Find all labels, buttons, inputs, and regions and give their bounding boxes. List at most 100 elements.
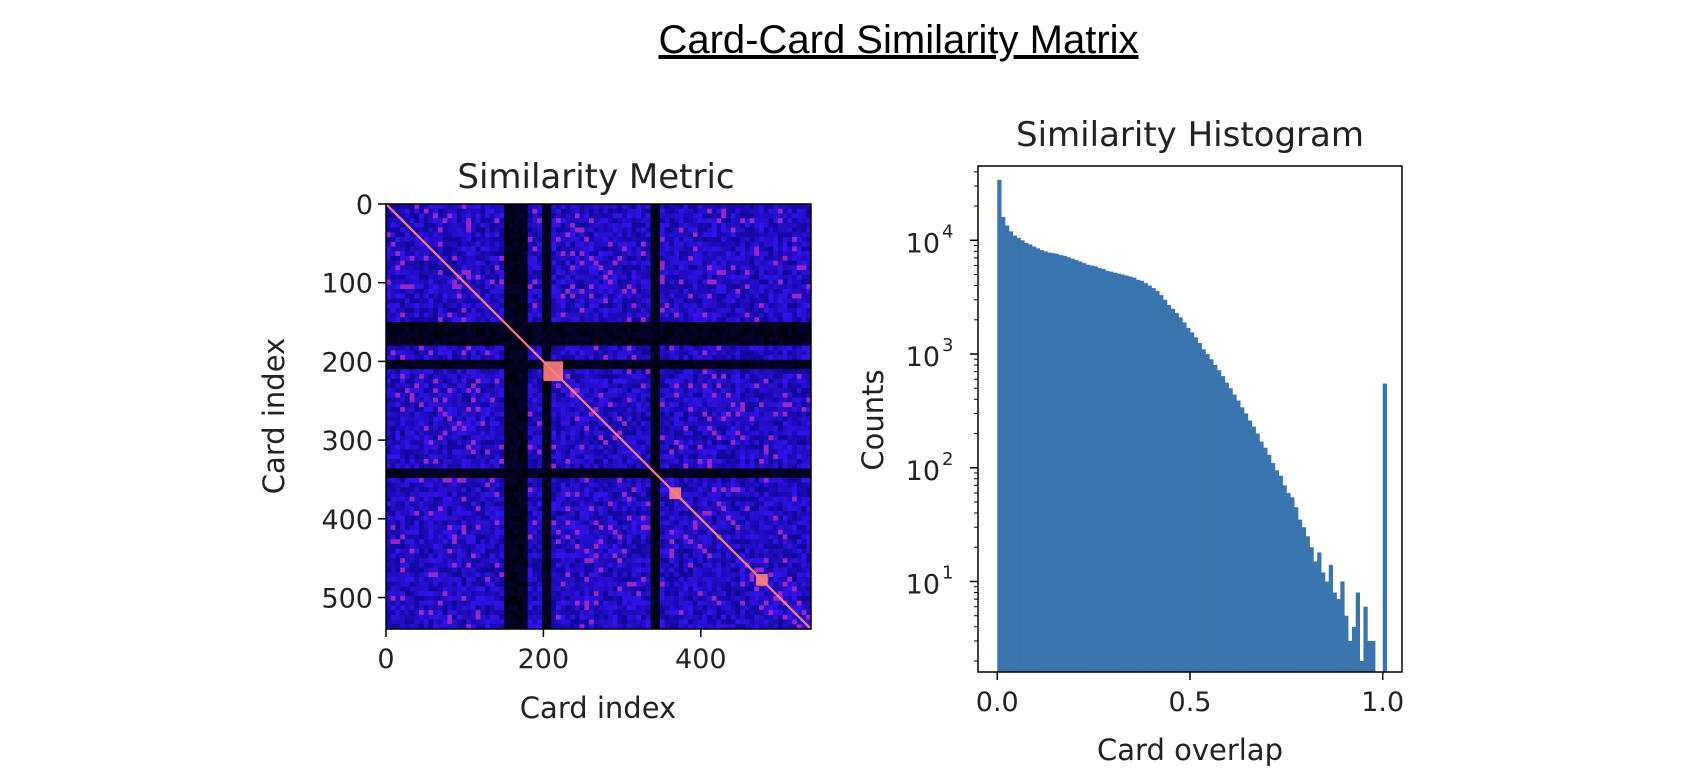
heatmap-cell bbox=[532, 322, 538, 328]
heatmap-cell bbox=[560, 208, 566, 214]
heatmap-cell bbox=[650, 218, 656, 224]
heatmap-cell bbox=[423, 312, 429, 318]
heatmap-cell bbox=[504, 326, 510, 332]
heatmap-cell bbox=[721, 345, 727, 351]
heatmap-cell bbox=[768, 374, 774, 380]
heatmap-cell bbox=[692, 397, 698, 403]
heatmap-cell bbox=[669, 307, 675, 313]
heatmap-cell bbox=[678, 279, 684, 285]
heatmap-cell bbox=[456, 289, 462, 295]
heatmap-cell bbox=[551, 397, 557, 403]
heatmap-cell bbox=[692, 279, 698, 285]
heatmap-cell bbox=[711, 388, 717, 394]
heatmap-cell bbox=[674, 204, 680, 210]
heatmap-cell bbox=[716, 331, 722, 337]
heatmap-cell bbox=[792, 440, 798, 446]
heatmap-cell bbox=[697, 430, 703, 436]
heatmap-cell bbox=[522, 440, 528, 446]
heatmap-cell bbox=[433, 303, 439, 309]
heatmap-cell bbox=[499, 463, 505, 469]
heatmap-cell bbox=[513, 317, 519, 323]
heatmap-cell bbox=[740, 237, 746, 243]
heatmap-cell bbox=[485, 322, 491, 328]
heatmap-cell bbox=[707, 255, 713, 261]
heatmap-cell bbox=[759, 359, 765, 365]
heatmap-cell bbox=[607, 279, 613, 285]
heatmap-cell bbox=[631, 388, 637, 394]
heatmap-cell bbox=[541, 274, 547, 280]
heatmap-cell bbox=[395, 284, 401, 290]
heatmap-cell bbox=[404, 255, 410, 261]
heatmap-cell bbox=[395, 255, 401, 261]
heatmap-cell bbox=[674, 407, 680, 413]
heatmap-cell bbox=[522, 359, 528, 365]
heatmap-cell bbox=[735, 369, 741, 375]
heatmap-cell bbox=[768, 251, 774, 257]
heatmap-cell bbox=[404, 388, 410, 394]
heatmap-cell bbox=[740, 260, 746, 266]
heatmap-cell bbox=[711, 336, 717, 342]
heatmap-cell bbox=[489, 336, 495, 342]
heatmap-cell bbox=[777, 265, 783, 271]
heatmap-cell bbox=[489, 364, 495, 370]
heatmap-cell bbox=[404, 402, 410, 408]
heatmap-cell bbox=[414, 326, 420, 332]
heatmap-cell bbox=[645, 444, 651, 450]
heatmap-cell bbox=[537, 284, 543, 290]
heatmap-cell bbox=[622, 270, 628, 276]
heatmap-cell bbox=[631, 246, 637, 252]
heatmap-cell bbox=[782, 274, 788, 280]
heatmap-cell bbox=[518, 355, 524, 361]
heatmap-cell bbox=[489, 355, 495, 361]
heatmap-cell bbox=[607, 359, 613, 365]
heatmap-cell bbox=[763, 383, 769, 389]
heatmap-cell bbox=[546, 331, 552, 337]
heatmap-cell bbox=[437, 411, 443, 417]
heatmap-cell bbox=[692, 392, 698, 398]
heatmap-cell bbox=[763, 293, 769, 299]
heatmap-cell bbox=[565, 407, 571, 413]
heatmap-cell bbox=[579, 416, 585, 422]
heatmap-cell bbox=[607, 402, 613, 408]
heatmap-cell bbox=[437, 392, 443, 398]
heatmap-cell bbox=[598, 359, 604, 365]
heatmap-cell bbox=[702, 303, 708, 309]
heatmap-cell bbox=[541, 237, 547, 243]
heatmap-cell bbox=[466, 265, 472, 271]
heatmap-cell bbox=[461, 213, 467, 219]
heatmap-cell bbox=[796, 350, 802, 356]
heatmap-cell bbox=[574, 222, 580, 228]
heatmap-cell bbox=[787, 251, 793, 257]
heatmap-cell bbox=[447, 293, 453, 299]
heatmap-cell bbox=[532, 279, 538, 285]
heatmap-cell bbox=[697, 222, 703, 228]
heatmap-cell bbox=[782, 440, 788, 446]
heatmap-cell bbox=[400, 463, 406, 469]
heatmap-cell bbox=[678, 218, 684, 224]
heatmap-cell bbox=[763, 388, 769, 394]
heatmap-cell bbox=[589, 241, 595, 247]
heatmap-cell bbox=[607, 397, 613, 403]
heatmap-cell bbox=[400, 340, 406, 346]
heatmap-cell bbox=[452, 204, 458, 210]
heatmap-cell bbox=[423, 322, 429, 328]
heatmap-cell bbox=[518, 345, 524, 351]
heatmap-cell bbox=[565, 378, 571, 384]
heatmap-cell bbox=[400, 407, 406, 413]
heatmap-cell bbox=[428, 260, 434, 266]
heatmap-cell bbox=[475, 402, 481, 408]
heatmap-cell bbox=[556, 274, 562, 280]
heatmap-cell bbox=[480, 208, 486, 214]
heatmap-cell bbox=[390, 326, 396, 332]
heatmap-cell bbox=[494, 388, 500, 394]
heatmap-cell bbox=[428, 303, 434, 309]
heatmap-cell bbox=[702, 298, 708, 304]
heatmap-cell bbox=[744, 251, 750, 257]
heatmap-cell bbox=[659, 407, 665, 413]
heatmap-cell bbox=[494, 331, 500, 337]
heatmap-cell bbox=[716, 383, 722, 389]
heatmap-cell bbox=[730, 397, 736, 403]
heatmap-cell bbox=[740, 322, 746, 328]
heatmap-cell bbox=[688, 213, 694, 219]
heatmap-cell bbox=[423, 374, 429, 380]
